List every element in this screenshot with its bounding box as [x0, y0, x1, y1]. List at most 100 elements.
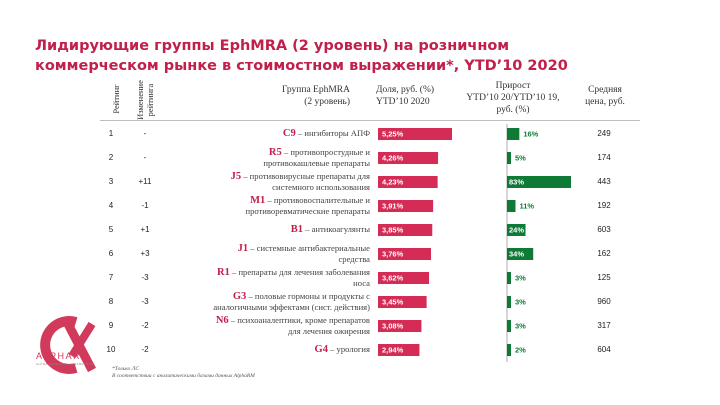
growth-bar — [507, 248, 534, 260]
group-description-line2: носа — [353, 278, 370, 288]
growth-value-label: 5% — [515, 153, 526, 162]
growth-bar — [507, 320, 511, 332]
growth-value-label: 3% — [515, 297, 526, 306]
group-label: J1 – системные антибактериальные средства — [170, 243, 370, 264]
alpharm-logo-icon — [40, 316, 96, 374]
share-header: Доля, руб. (%) YTD’10 2020 — [376, 84, 476, 108]
group-description: – системные антибактериальные — [248, 243, 370, 253]
rank-change-cell: - — [143, 129, 147, 138]
rank-change-cell: +3 — [140, 249, 150, 258]
rank-cell: 9 — [108, 321, 114, 330]
share-value-label: 5,25% — [382, 129, 404, 138]
price-cell: 317 — [597, 321, 611, 330]
share-bar — [378, 248, 431, 260]
rank-cell: 8 — [108, 297, 114, 306]
group-description: – психоаналептики, кроме препаратов — [228, 315, 370, 325]
group-description-line2: противоревматические препараты — [245, 206, 370, 216]
price-cell: 162 — [597, 249, 611, 258]
group-header-line2: (2 уровень) — [304, 97, 350, 107]
growth-value-label: 16% — [523, 129, 538, 138]
group-description: – урология — [327, 344, 370, 354]
price-cell: 174 — [597, 153, 611, 162]
group-code: G4 — [314, 344, 328, 355]
rank-cell: 5 — [108, 225, 114, 234]
growth-value-label: 34% — [509, 249, 524, 258]
growth-header: Прирост YTD’10 20/YTD’10 19, руб. (%) — [448, 80, 578, 116]
group-code: J5 — [230, 171, 242, 182]
group-description: – противопростудные и — [281, 147, 370, 157]
share-bar — [378, 272, 430, 284]
share-value-label: 4,26% — [382, 153, 404, 162]
group-description: – противовоспалительные и — [265, 195, 370, 205]
rank-cell: 1 — [108, 129, 114, 138]
growth-bar — [507, 272, 511, 284]
price-header: Средняя цена, руб. — [570, 84, 640, 108]
growth-bar — [507, 200, 516, 212]
rank-cell: 3 — [108, 177, 114, 186]
rank-change-cell: -2 — [141, 345, 149, 354]
rank-change-cell: +1 — [140, 225, 150, 234]
price-cell: 249 — [597, 129, 611, 138]
growth-bar — [507, 344, 511, 356]
group-code: G3 — [232, 291, 247, 302]
growth-bar — [507, 128, 520, 140]
rank-change-cell: +11 — [138, 177, 152, 186]
group-label: G4 – урология — [170, 344, 370, 355]
logo-subtitle: ALPHA RESEARCH & MARKETING — [36, 362, 96, 366]
group-description: – противовирусные препараты для — [241, 171, 370, 181]
rank-cell: 10 — [106, 345, 116, 354]
group-description: – половые гормоны и продукты с — [246, 291, 370, 301]
group-code: R1 — [217, 267, 230, 278]
group-description-line2: средства — [338, 254, 370, 264]
group-label: M1 – противовоспалительные и противоревма… — [170, 195, 370, 216]
share-bar — [378, 296, 427, 308]
growth-value-label: 3% — [515, 273, 526, 282]
price-cell: 604 — [597, 345, 611, 354]
share-bar — [378, 128, 452, 140]
group-description: – препараты для лечения заболевания — [229, 267, 370, 277]
rank-cell: 6 — [108, 249, 114, 258]
rank-change-cell: - — [143, 153, 147, 162]
group-code: M1 — [250, 195, 266, 206]
group-description: – антикоагулянты — [302, 224, 370, 234]
footnote-2: В соответствии с аналитическими базами д… — [112, 373, 255, 379]
growth-value-label: 24% — [509, 225, 524, 234]
price-cell: 960 — [597, 297, 611, 306]
growth-bar — [507, 296, 511, 308]
share-bar — [378, 200, 434, 212]
group-description-line2: противокашлевые препараты — [263, 158, 370, 168]
price-cell: 125 — [597, 273, 611, 282]
group-label: J5 – противовирусные препараты для систем… — [170, 171, 370, 192]
group-label: B1 – антикоагулянты — [170, 224, 370, 235]
group-label: N6 – психоаналептики, кроме препаратов дл… — [170, 315, 370, 336]
growth-header-line2: YTD’10 20/YTD’10 19, — [466, 93, 560, 103]
group-code: J1 — [237, 243, 249, 254]
header-separator — [100, 120, 640, 121]
logo-text: ALPHARM — [36, 351, 91, 361]
group-header-line1: Группа EphMRA — [282, 85, 350, 95]
group-label: R1 – препараты для лечения заболевания но… — [170, 267, 370, 288]
page-title: Лидирующие группы EphMRA (2 уровень) на … — [35, 38, 568, 74]
group-header: Группа EphMRA (2 уровень) — [260, 84, 350, 108]
share-header-line1: Доля, руб. (%) — [376, 85, 435, 95]
group-code: N6 — [215, 315, 229, 326]
share-bar — [378, 224, 433, 236]
group-code: C9 — [282, 128, 296, 139]
share-bar — [378, 152, 439, 164]
growth-bar — [507, 176, 571, 188]
share-value-label: 3,08% — [382, 321, 404, 330]
share-bar — [378, 320, 422, 332]
share-value-label: 3,85% — [382, 225, 404, 234]
rank-cell: 2 — [108, 153, 114, 162]
growth-value-label: 3% — [515, 321, 526, 330]
price-cell: 443 — [597, 177, 611, 186]
group-label: C9 – ингибиторы АПФ — [170, 128, 370, 139]
group-description: – ингибиторы АПФ — [295, 128, 370, 138]
share-header-line2: YTD’10 2020 — [376, 97, 430, 107]
price-header-line2: цена, руб. — [585, 97, 625, 107]
share-value-label: 3,45% — [382, 297, 404, 306]
rank-cell: 7 — [108, 273, 114, 282]
share-value-label: 3,91% — [382, 201, 404, 210]
growth-header-line1: Прирост — [495, 81, 531, 91]
